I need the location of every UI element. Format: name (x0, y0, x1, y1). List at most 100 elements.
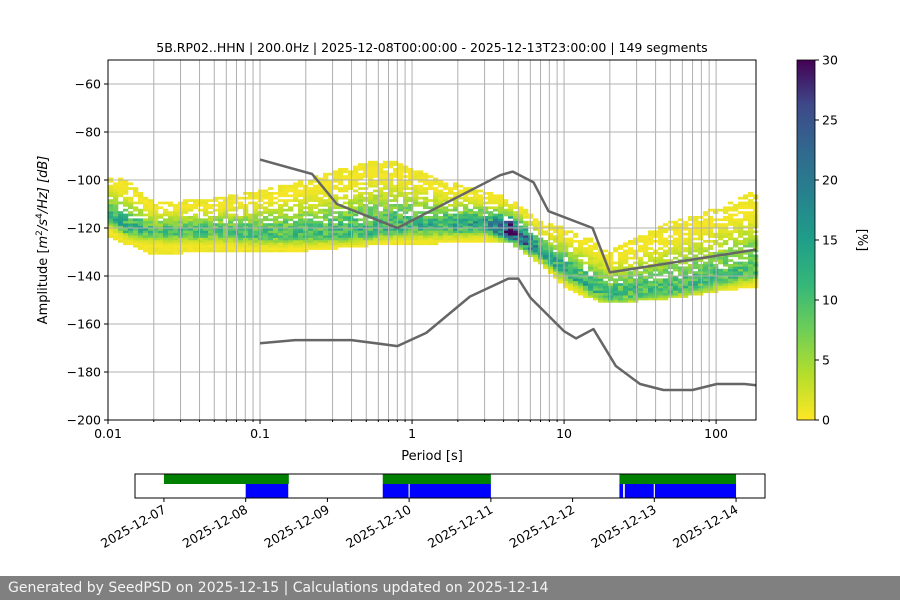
heatmap-cell (233, 249, 239, 253)
heatmap-cell (363, 208, 369, 212)
heatmap-cell (113, 192, 119, 195)
heatmap-cell (573, 264, 579, 267)
heatmap-cell (443, 187, 449, 190)
heatmap-cell (358, 244, 364, 248)
heatmap-cell (113, 230, 119, 234)
heatmap-cell (183, 218, 189, 222)
heatmap-cell (193, 223, 199, 226)
heatmap-cell (593, 285, 599, 289)
heatmap-cell (493, 235, 499, 238)
heatmap-cell (263, 249, 269, 253)
heatmap-cell (353, 168, 359, 171)
heatmap-cell (478, 225, 484, 229)
heatmap-cell (473, 225, 479, 229)
heatmap-cell (198, 230, 204, 234)
heatmap-cell (293, 194, 299, 198)
heatmap-cell (148, 208, 154, 212)
heatmap-cell (228, 223, 234, 226)
heatmap-cell (113, 208, 119, 212)
heatmap-cell (743, 283, 749, 286)
heatmap-cell (203, 204, 209, 207)
heatmap-cell (363, 182, 369, 186)
heatmap-cell (398, 163, 404, 166)
heatmap-cell (558, 261, 564, 265)
heatmap-cell (473, 201, 479, 205)
heatmap-cell (383, 177, 389, 181)
heatmap-cell (208, 244, 214, 248)
heatmap-cell (348, 175, 354, 178)
heatmap-cell (458, 189, 464, 193)
heatmap-cell (638, 285, 644, 289)
heatmap-cell (678, 290, 684, 294)
heatmap-cell (383, 172, 389, 176)
heatmap-cell (738, 261, 744, 265)
heatmap-cell (703, 280, 709, 284)
heatmap-cell (658, 254, 664, 258)
heatmap-cell (673, 247, 679, 250)
heatmap-cell (408, 192, 414, 195)
heatmap-cell (568, 261, 574, 265)
heatmap-cell (173, 225, 179, 229)
heatmap-cell (603, 271, 609, 274)
heatmap-cell (683, 266, 689, 270)
heatmap-cell (573, 283, 579, 286)
heatmap-cell (463, 196, 469, 200)
heatmap-cell (423, 240, 429, 243)
heatmap-cell (148, 204, 154, 207)
heatmap-cell (163, 232, 169, 236)
heatmap-cell (738, 223, 744, 226)
heatmap-cell (703, 290, 709, 294)
heatmap-cell (723, 283, 729, 286)
heatmap-cell (663, 237, 669, 241)
heatmap-cell (708, 232, 714, 236)
heatmap-cell (248, 216, 254, 219)
heatmap-cell (533, 225, 539, 229)
heatmap-cell (563, 266, 569, 270)
heatmap-cell (283, 240, 289, 243)
heatmap-cell (368, 228, 374, 231)
heatmap-cell (323, 172, 329, 176)
heatmap-cell (733, 249, 739, 253)
heatmap-cell (188, 244, 194, 248)
colorbar-tick-label: 20 (822, 173, 838, 188)
heatmap-cell (443, 237, 449, 241)
heatmap-cell (658, 228, 664, 231)
heatmap-cell (318, 177, 324, 181)
heatmap-cell (568, 254, 574, 258)
heatmap-cell (153, 230, 159, 234)
heatmap-cell (728, 201, 734, 205)
heatmap-cell (748, 256, 754, 260)
heatmap-cell (233, 199, 239, 202)
heatmap-cell (363, 211, 369, 214)
heatmap-cell (168, 223, 174, 226)
heatmap-cell (688, 228, 694, 231)
heatmap-cell (113, 213, 119, 217)
heatmap-cell (493, 220, 499, 224)
heatmap-cell (173, 232, 179, 236)
heatmap-cell (683, 220, 689, 224)
heatmap-cell (513, 204, 519, 207)
heatmap-cell (278, 230, 284, 234)
heatmap-cell (453, 192, 459, 195)
heatmap-cell (703, 271, 709, 274)
heatmap-cell (618, 266, 624, 270)
heatmap-cell (323, 177, 329, 181)
heatmap-cell (563, 273, 569, 277)
heatmap-cell (448, 216, 454, 219)
heatmap-cell (333, 237, 339, 241)
heatmap-cell (748, 228, 754, 231)
heatmap-cell (263, 244, 269, 248)
heatmap-cell (388, 220, 394, 224)
heatmap-cell (543, 259, 549, 262)
heatmap-cell (298, 192, 304, 195)
heatmap-cell (378, 240, 384, 243)
heatmap-cell (363, 237, 369, 241)
heatmap-cell (698, 278, 704, 282)
heatmap-cell (728, 280, 734, 284)
heatmap-cell (693, 216, 699, 219)
heatmap-cell (603, 256, 609, 260)
heatmap-cell (458, 192, 464, 195)
heatmap-cell (378, 172, 384, 176)
heatmap-cell (138, 230, 144, 234)
heatmap-cell (638, 276, 644, 279)
